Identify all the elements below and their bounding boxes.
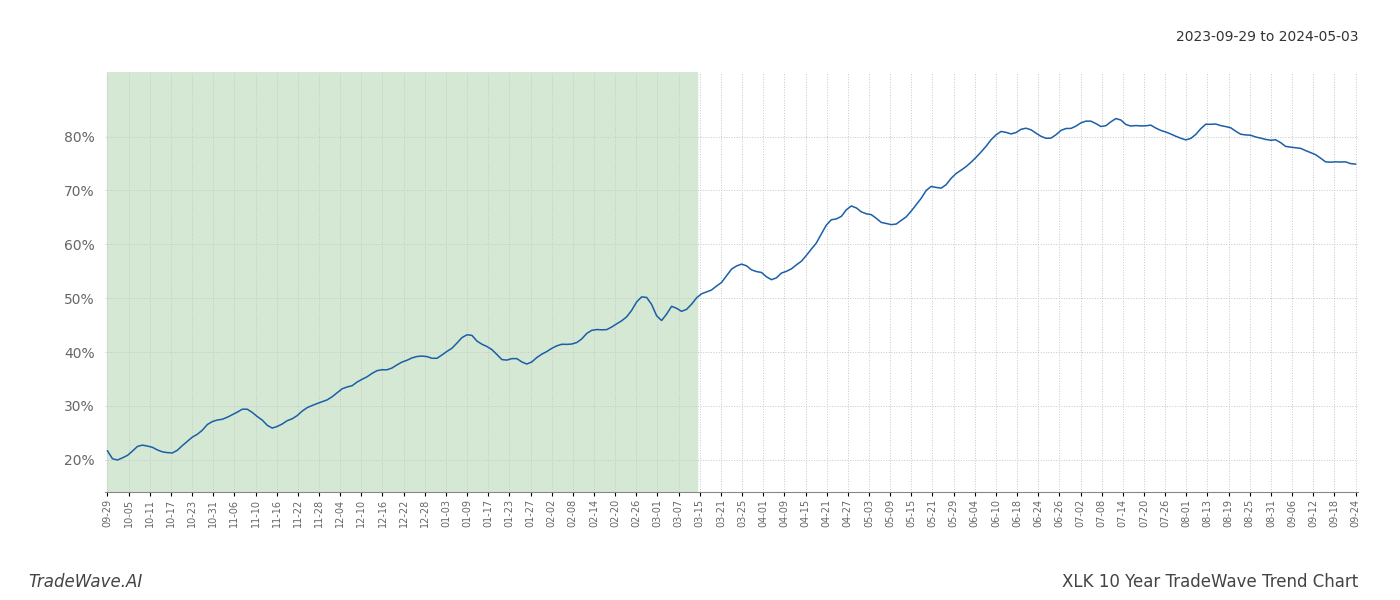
Text: 2023-09-29 to 2024-05-03: 2023-09-29 to 2024-05-03 [1176,30,1358,44]
Bar [108,72,697,492]
Text: XLK 10 Year TradeWave Trend Chart: XLK 10 Year TradeWave Trend Chart [1061,573,1358,591]
Text: TradeWave.AI: TradeWave.AI [28,573,143,591]
